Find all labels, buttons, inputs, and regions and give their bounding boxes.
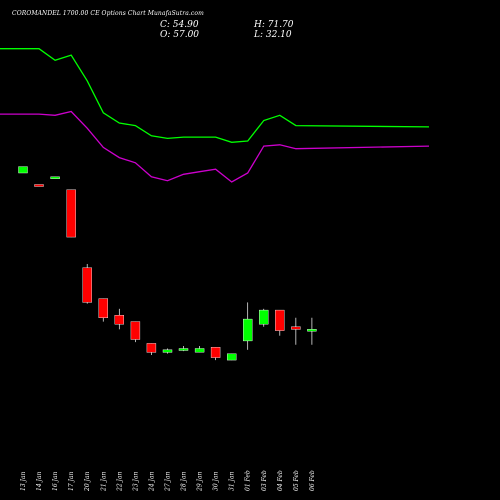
low-readout: L: 32.10	[254, 30, 292, 40]
candle-body	[210, 347, 221, 358]
x-tick-label: 04 Feb	[277, 470, 284, 491]
x-tick-label: 31 Jan	[229, 471, 236, 491]
candle-body	[162, 349, 173, 353]
candle-body	[66, 189, 76, 238]
x-tick-label: 24 Jan	[148, 471, 155, 492]
x-tick-label: 05 Feb	[293, 470, 300, 491]
candle-body	[226, 353, 237, 361]
x-tick-label: 03 Feb	[261, 470, 268, 491]
chart-title: COROMANDEL 1700.00 CE Options Chart Muna…	[12, 10, 204, 17]
candle-body	[259, 309, 269, 325]
candle-body	[307, 329, 317, 332]
x-tick-label: 23 Jan	[132, 471, 139, 492]
x-tick-label: 22 Jan	[116, 471, 123, 492]
candle-body	[178, 348, 189, 351]
candle-body	[275, 309, 285, 331]
candle-body	[194, 348, 205, 353]
candle-body	[98, 298, 109, 319]
open-readout: O: 57.00	[160, 30, 200, 40]
candle-body	[242, 318, 253, 342]
x-tick-label: 30 Jan	[213, 471, 220, 491]
candle-body	[291, 326, 301, 330]
x-tick-label: 14 Jan	[36, 471, 43, 491]
close-readout: C: 54.90	[160, 20, 199, 30]
candle-body	[34, 184, 44, 187]
x-tick-label: 01 Feb	[245, 470, 252, 491]
lower-band-line	[0, 110, 430, 183]
x-tick-label: 06 Feb	[309, 470, 316, 491]
x-tick-label: 16 Jan	[52, 471, 59, 491]
high-readout: H: 71.70	[254, 20, 294, 30]
candle-body	[18, 166, 28, 174]
x-tick-label: 21 Jan	[100, 471, 107, 492]
x-tick-label: 13 Jan	[20, 471, 27, 491]
x-tick-label: 28 Jan	[181, 471, 188, 492]
x-tick-label: 17 Jan	[68, 471, 75, 491]
x-tick-label: 20 Jan	[84, 471, 91, 492]
x-tick-label: 27 Jan	[165, 471, 172, 492]
candle-body	[82, 267, 92, 303]
candle-body	[130, 321, 141, 340]
candle-body	[146, 343, 157, 353]
candle-body	[114, 315, 125, 325]
upper-band-line	[0, 48, 430, 143]
x-tick-label: 29 Jan	[197, 471, 204, 492]
candle-body	[50, 176, 60, 180]
